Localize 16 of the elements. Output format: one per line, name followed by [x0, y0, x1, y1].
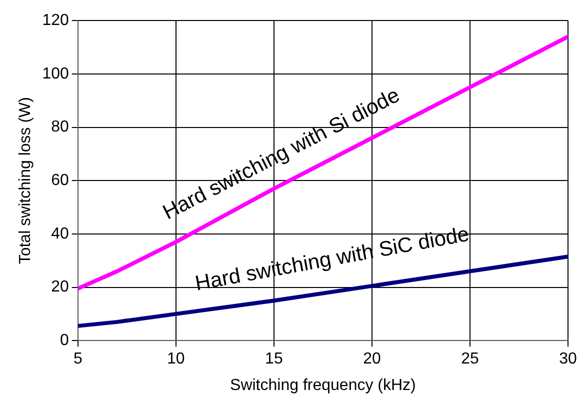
y-tick-label: 120 — [42, 12, 69, 30]
x-tick-label: 30 — [559, 350, 577, 368]
y-tick-label: 60 — [51, 172, 69, 190]
y-tick-label: 100 — [42, 65, 69, 82]
y-tick-label: 80 — [51, 118, 69, 136]
x-tick-label: 10 — [167, 350, 185, 368]
x-axis-title: Switching frequency (kHz) — [230, 376, 416, 394]
y-axis-title: Total switching loss (W) — [17, 97, 34, 264]
y-tick-label: 0 — [60, 332, 69, 350]
x-tick-label: 25 — [461, 350, 479, 368]
y-tick-label: 40 — [51, 225, 69, 242]
y-tick-label: 20 — [51, 278, 69, 296]
x-tick-label: 20 — [363, 350, 381, 368]
x-tick-label: 5 — [73, 350, 82, 368]
x-tick-label: 15 — [265, 350, 283, 368]
text: Hard switching with SiC diode — [193, 222, 471, 296]
